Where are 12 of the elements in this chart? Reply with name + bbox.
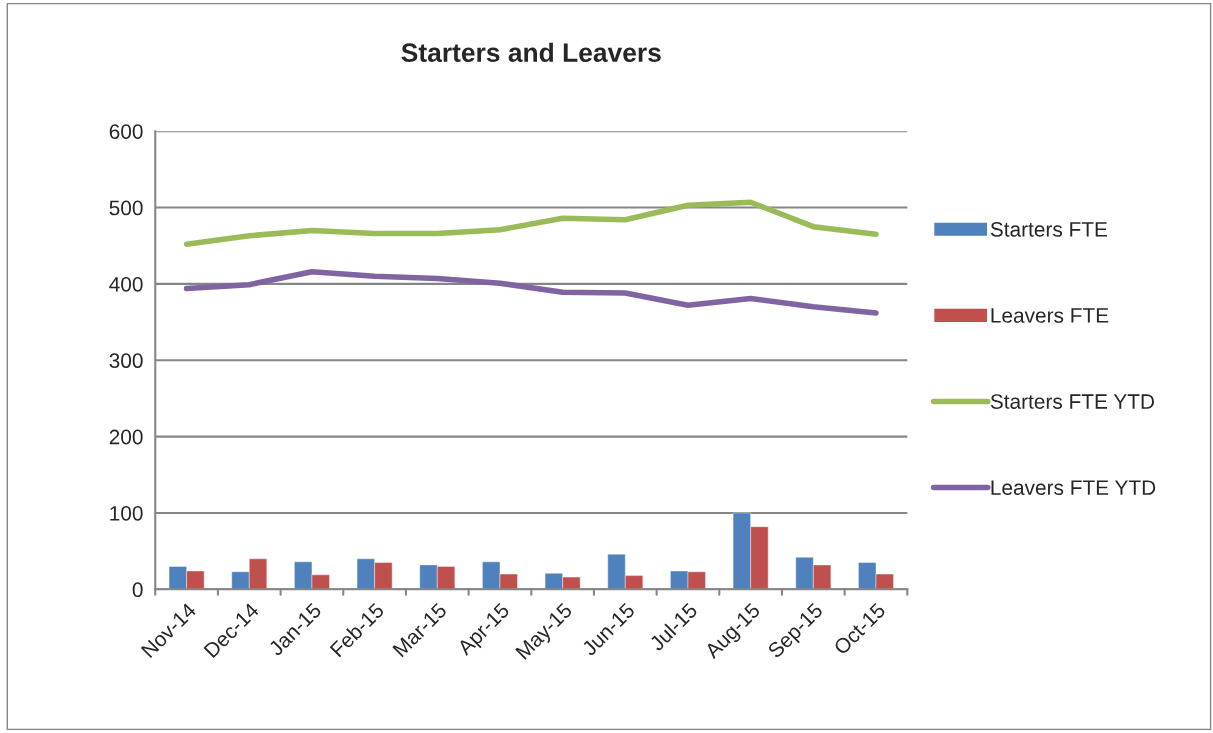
y-tick-label: 300 — [109, 353, 143, 369]
chart-title: Starters and Leavers — [401, 42, 661, 63]
legend-label: Starters FTE YTD — [990, 394, 1155, 409]
legend-label: Starters FTE — [990, 221, 1108, 237]
y-tick-label: 600 — [109, 124, 143, 139]
y-tick-label: 0 — [132, 582, 143, 598]
y-tick-label: 500 — [109, 200, 143, 216]
legend-label: Leavers FTE YTD — [991, 480, 1156, 495]
y-tick-label: 100 — [110, 505, 143, 521]
y-tick-label: 200 — [109, 429, 143, 445]
y-tick-label: 400 — [109, 276, 143, 292]
legend-label: Leavers FTE — [991, 308, 1109, 323]
